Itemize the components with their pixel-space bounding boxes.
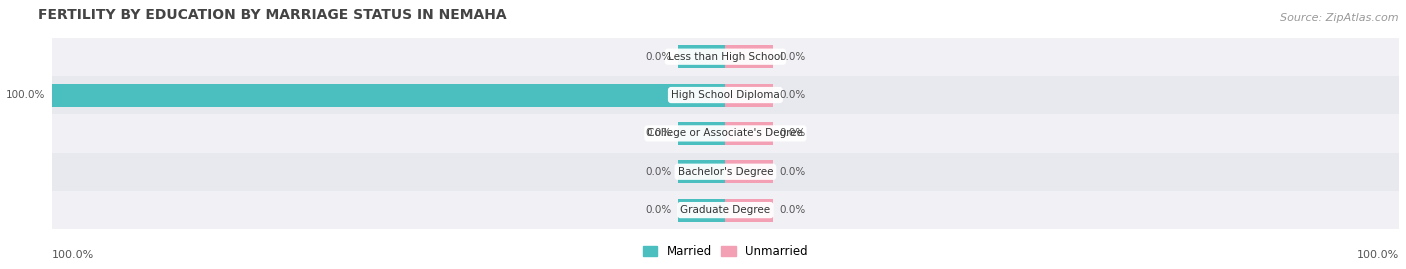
Bar — [725, 84, 772, 107]
Bar — [52, 37, 1399, 76]
Text: 100.0%: 100.0% — [1357, 250, 1399, 260]
Text: 0.0%: 0.0% — [779, 52, 806, 62]
Text: College or Associate's Degree: College or Associate's Degree — [647, 128, 803, 138]
Text: 0.0%: 0.0% — [645, 128, 672, 138]
Bar — [725, 160, 772, 183]
Bar — [725, 45, 772, 68]
Bar — [52, 153, 1399, 191]
Bar — [52, 76, 1399, 114]
Text: 0.0%: 0.0% — [779, 167, 806, 177]
Legend: Married, Unmarried: Married, Unmarried — [643, 245, 807, 258]
Bar — [678, 45, 725, 68]
Text: 100.0%: 100.0% — [52, 250, 94, 260]
Text: High School Diploma: High School Diploma — [671, 90, 780, 100]
Bar — [678, 160, 725, 183]
Text: Less than High School: Less than High School — [668, 52, 783, 62]
Text: 0.0%: 0.0% — [779, 90, 806, 100]
Text: 0.0%: 0.0% — [645, 52, 672, 62]
Text: FERTILITY BY EDUCATION BY MARRIAGE STATUS IN NEMAHA: FERTILITY BY EDUCATION BY MARRIAGE STATU… — [38, 8, 508, 22]
Bar — [678, 199, 725, 222]
Bar — [725, 199, 772, 222]
Text: Bachelor's Degree: Bachelor's Degree — [678, 167, 773, 177]
Text: 0.0%: 0.0% — [779, 205, 806, 215]
Text: 100.0%: 100.0% — [6, 90, 45, 100]
Text: Graduate Degree: Graduate Degree — [681, 205, 770, 215]
Bar — [725, 122, 772, 145]
Text: 0.0%: 0.0% — [645, 167, 672, 177]
Text: Source: ZipAtlas.com: Source: ZipAtlas.com — [1281, 13, 1399, 23]
Bar — [52, 191, 1399, 229]
Bar — [52, 84, 725, 107]
Bar — [678, 122, 725, 145]
Bar — [52, 114, 1399, 153]
Text: 0.0%: 0.0% — [779, 128, 806, 138]
Text: 0.0%: 0.0% — [645, 205, 672, 215]
